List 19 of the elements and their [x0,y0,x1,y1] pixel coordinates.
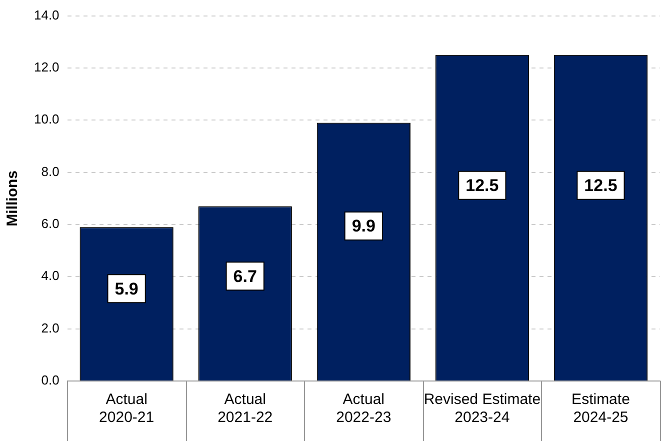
y-tick-label: 2.0 [41,320,60,336]
x-tick-label: Actual 2021-22 [218,391,273,426]
data-label: 12.5 [584,176,618,196]
y-axis-title: Millions [4,170,22,226]
y-tick-label: 6.0 [41,216,60,232]
y-tick-label: 8.0 [41,164,60,179]
x-tick-label: Actual 2022-23 [336,391,392,426]
data-label: 6.7 [233,266,257,286]
x-tick-label: Revised Estimate 2023-24 [424,391,541,426]
y-tick-label: 12.0 [34,60,60,75]
x-tick-label: Actual 2020-21 [99,391,154,426]
data-label: 12.5 [466,176,499,196]
data-label: 5.9 [114,279,138,298]
y-tick-label: 10.0 [34,112,60,127]
y-tick-label: 0.0 [41,372,60,388]
x-tick-label: Estimate 2024-25 [572,391,630,426]
data-label: 9.9 [352,216,376,236]
y-tick-label: 4.0 [41,268,60,284]
y-tick-label: 14.0 [34,7,60,22]
